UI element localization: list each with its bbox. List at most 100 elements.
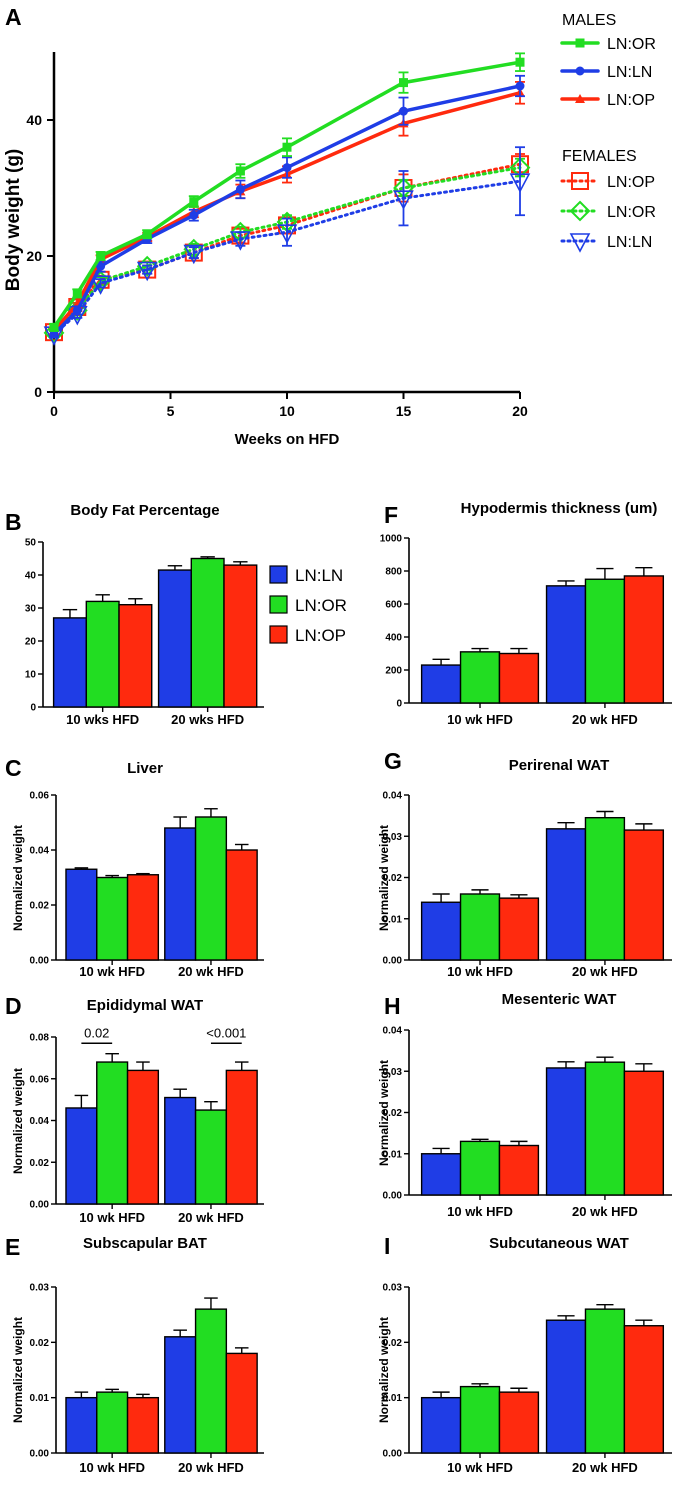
y-tick-label: 0.04 xyxy=(30,1116,50,1127)
y-axis-title: Body weight (g) xyxy=(3,149,24,291)
data-point xyxy=(49,322,59,332)
p-value-label: <0.001 xyxy=(206,1025,246,1040)
legend-entry: LN:OP xyxy=(295,626,346,645)
legend-swatch-marker xyxy=(571,172,589,190)
bar-ln-ln-10wk xyxy=(65,1396,98,1454)
legend-swatch-marker xyxy=(575,66,585,76)
category-label: 20 wk HFD xyxy=(178,1460,244,1475)
category-label: 20 wk HFD xyxy=(178,964,244,979)
y-tick-label: 0.03 xyxy=(383,1067,403,1078)
y-tick-label: 0.01 xyxy=(383,1393,403,1404)
data-point xyxy=(515,81,525,91)
y-tick-label: 0.00 xyxy=(383,1449,403,1460)
data-point xyxy=(72,288,82,298)
y-tick-label: 0.02 xyxy=(30,901,50,912)
y-tick-label: 600 xyxy=(385,600,402,611)
y-tick-label: 0.06 xyxy=(30,1074,50,1085)
chart-title: Perirenal WAT xyxy=(509,757,610,774)
y-tick-label: 0.02 xyxy=(30,1158,50,1169)
data-point xyxy=(282,163,292,173)
bar-ln-op-10wk xyxy=(126,1069,160,1205)
panel-label: F xyxy=(384,502,398,528)
series-males-ln-ln xyxy=(49,74,525,339)
chart-title: Mesenteric WAT xyxy=(502,991,617,1008)
y-tick-label: 0.08 xyxy=(30,1033,50,1044)
bar-ln-or-10wk xyxy=(96,1391,129,1454)
data-point xyxy=(230,231,251,251)
legend-swatch-marker xyxy=(575,38,585,48)
legend: MALES FEMALES LN:OR LN:LN LN:OP LN:OP LN:OR LN:… xyxy=(560,12,656,253)
data-point xyxy=(399,106,408,116)
category-label: 20 wk HFD xyxy=(572,712,638,727)
chart-title: Body Fat Percentage xyxy=(70,502,219,519)
data-point xyxy=(142,229,152,239)
category-label: 10 wk HFD xyxy=(447,712,513,727)
data-point xyxy=(235,166,245,176)
legend-entry: LN:OR xyxy=(607,204,656,221)
bar-ln-ln-10wk xyxy=(65,868,98,961)
bar-ln-or-10wk xyxy=(459,1385,501,1454)
category-label: 10 wk HFD xyxy=(79,1210,145,1225)
y-tick-label: 0.06 xyxy=(30,791,50,802)
y-tick-label: 0.02 xyxy=(383,1338,403,1349)
legend-entry: LN:LN xyxy=(295,566,343,585)
category-label: 10 wks HFD xyxy=(66,712,139,727)
y-tick-label: 50 xyxy=(25,538,37,549)
legend-swatch-marker xyxy=(569,233,591,253)
bar-ln-or-10wk xyxy=(459,651,501,704)
bar-ln-or-10wk xyxy=(96,1061,129,1205)
data-point xyxy=(515,57,525,67)
y-tick-label: 0.00 xyxy=(30,1200,50,1211)
legend: LN:LN LN:OR LN:OP xyxy=(269,565,347,645)
y-tick-label: 400 xyxy=(385,633,402,644)
chart-title: Subscapular BAT xyxy=(83,1235,207,1252)
legend-swatch xyxy=(269,625,288,644)
bar-ln-ln-10wk xyxy=(420,664,462,704)
category-label: 10 wk HFD xyxy=(79,1460,145,1475)
bar-ln-ln-20wk xyxy=(545,585,587,704)
x-tick-label: 20 xyxy=(512,403,528,419)
bar-ln-or-10wk xyxy=(459,893,501,961)
data-point xyxy=(96,261,106,271)
y-tick-label: 0.00 xyxy=(30,956,50,967)
y-tick-label: 0.01 xyxy=(30,1393,50,1404)
chart-title: Hypodermis thickness (um) xyxy=(461,500,658,517)
bar-ln-or-10wk xyxy=(459,1140,501,1196)
chart-title: Subcutaneous WAT xyxy=(489,1235,629,1252)
category-label: 10 wk HFD xyxy=(447,1204,513,1219)
y-tick-label: 20 xyxy=(26,248,42,264)
y-tick-label: 0 xyxy=(396,699,402,710)
panel-label: G xyxy=(384,748,402,774)
y-tick-label: 30 xyxy=(25,604,37,615)
y-tick-label: 200 xyxy=(385,666,402,677)
bar-ln-or-20wk xyxy=(584,1308,626,1454)
panel-a-line-chart: A 0 20 40 0 5 10 15 20 Weeks on HFD Body weight (g… xyxy=(3,4,656,448)
bar-ln-op-20wk xyxy=(623,1070,665,1196)
y-axis-title: Normalized weight xyxy=(11,825,25,931)
bar-ln-op-10wk xyxy=(498,897,540,961)
bar-ln-ln-20wk xyxy=(164,1096,197,1205)
bar-ln-op-20wk xyxy=(623,575,665,704)
bar-ln-op-20wk xyxy=(225,1069,258,1205)
x-tick-label: 0 xyxy=(50,403,58,419)
bar-ln-or-20wk xyxy=(584,578,626,704)
bar-ln-op-20wk xyxy=(623,1325,665,1454)
category-label: 10 wk HFD xyxy=(447,964,513,979)
y-tick-label: 0.00 xyxy=(383,956,403,967)
y-tick-label: 0.01 xyxy=(383,1149,403,1160)
y-tick-label: 0.02 xyxy=(383,873,403,884)
x-tick-label: 15 xyxy=(396,403,412,419)
data-point xyxy=(509,173,531,193)
y-tick-label: 20 xyxy=(25,637,37,648)
legend-swatch xyxy=(269,565,288,584)
bar-ln-op-10wk xyxy=(118,604,153,708)
bar-ln-op-10wk xyxy=(126,1396,160,1454)
y-tick-label: 0.00 xyxy=(383,1191,403,1202)
y-tick-label: 0 xyxy=(30,703,36,714)
panel-label: I xyxy=(384,1233,390,1259)
data-point xyxy=(96,251,106,261)
category-label: 20 wk HFD xyxy=(572,1460,638,1475)
panel-label: B xyxy=(5,509,22,535)
x-tick-label: 10 xyxy=(279,403,295,419)
